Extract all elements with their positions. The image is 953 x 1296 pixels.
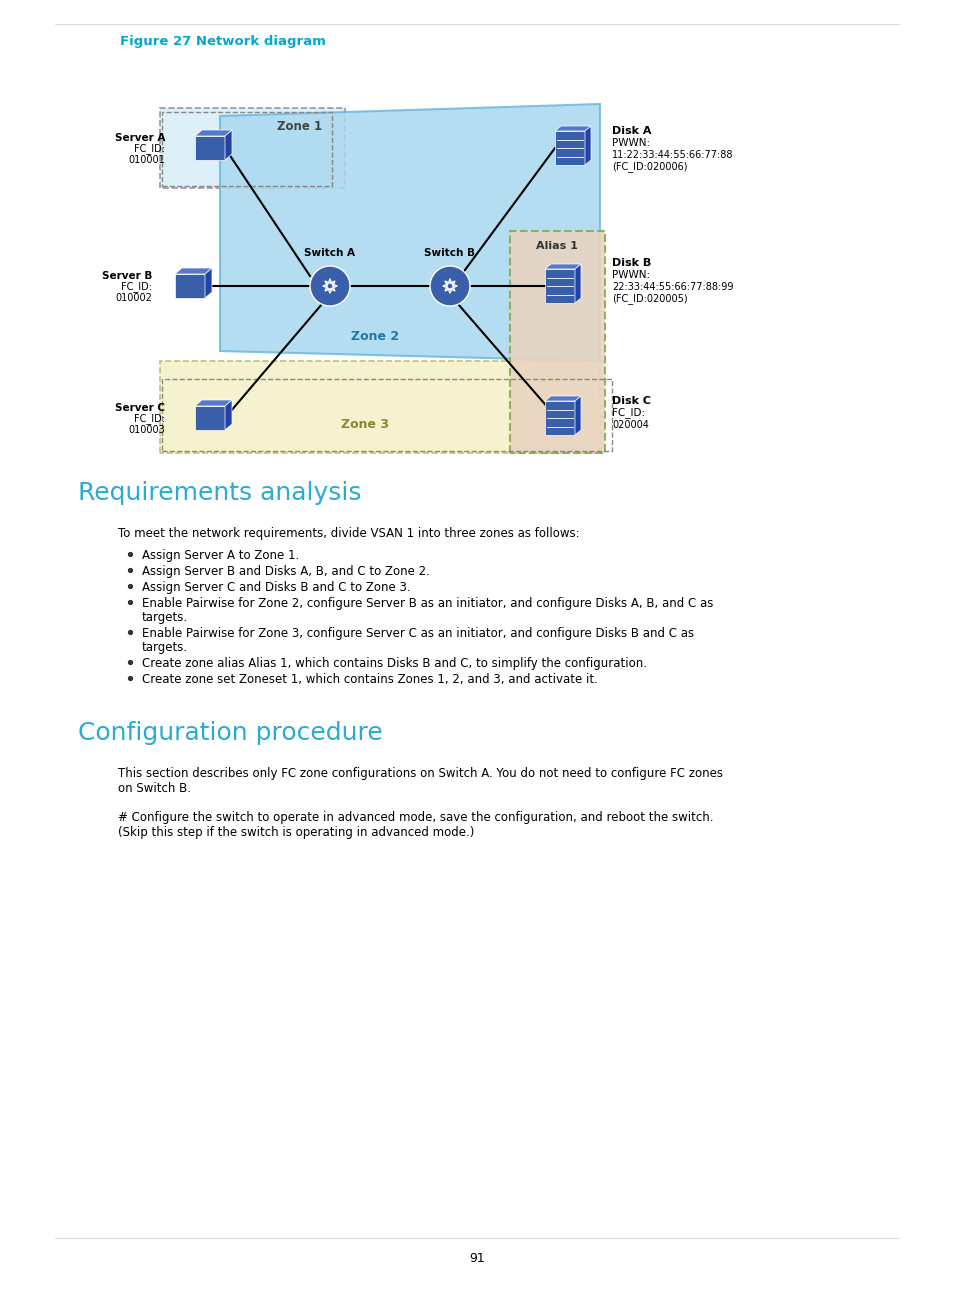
Text: (Skip this step if the switch is operating in advanced mode.): (Skip this step if the switch is operati… [118, 826, 474, 839]
Circle shape [310, 266, 350, 306]
Text: Disk B: Disk B [612, 258, 651, 268]
Polygon shape [194, 400, 232, 406]
Text: 020004: 020004 [612, 420, 648, 430]
Text: Assign Server C and Disks B and C to Zone 3.: Assign Server C and Disks B and C to Zon… [142, 581, 410, 594]
Polygon shape [510, 231, 604, 454]
FancyBboxPatch shape [194, 136, 225, 159]
Text: Figure 27 Network diagram: Figure 27 Network diagram [120, 35, 326, 48]
Text: Enable Pairwise for Zone 3, configure Server C as an initiator, and configure Di: Enable Pairwise for Zone 3, configure Se… [142, 627, 694, 640]
FancyBboxPatch shape [544, 270, 575, 303]
Polygon shape [584, 126, 590, 165]
Polygon shape [225, 400, 232, 430]
Polygon shape [225, 130, 232, 159]
Text: # Configure the switch to operate in advanced mode, save the configuration, and : # Configure the switch to operate in adv… [118, 811, 713, 824]
Text: Configuration procedure: Configuration procedure [78, 721, 382, 745]
Text: Assign Server A to Zone 1.: Assign Server A to Zone 1. [142, 550, 299, 562]
Polygon shape [205, 268, 212, 298]
Text: Create zone alias Alias 1, which contains Disks B and C, to simplify the configu: Create zone alias Alias 1, which contain… [142, 657, 646, 670]
Text: Disk C: Disk C [612, 397, 650, 406]
Polygon shape [544, 397, 580, 400]
Text: (FC_ID:020006): (FC_ID:020006) [612, 162, 687, 172]
Text: Switch B: Switch B [424, 248, 475, 258]
Polygon shape [220, 104, 599, 362]
Text: FC_ID:: FC_ID: [133, 144, 165, 154]
Polygon shape [194, 130, 232, 136]
Text: Server B: Server B [102, 271, 152, 281]
FancyBboxPatch shape [544, 400, 575, 435]
Text: FC_ID:: FC_ID: [121, 281, 152, 293]
Text: targets.: targets. [142, 642, 188, 654]
Circle shape [430, 266, 470, 306]
Text: Assign Server B and Disks A, B, and C to Zone 2.: Assign Server B and Disks A, B, and C to… [142, 565, 430, 578]
Text: To meet the network requirements, divide VSAN 1 into three zones as follows:: To meet the network requirements, divide… [118, 527, 579, 540]
Text: targets.: targets. [142, 610, 188, 623]
Text: Server C: Server C [115, 403, 165, 413]
Text: 010001: 010001 [128, 156, 165, 165]
Text: 91: 91 [469, 1252, 484, 1265]
Text: Zone 3: Zone 3 [340, 417, 389, 430]
Text: 010002: 010002 [115, 293, 152, 303]
FancyBboxPatch shape [174, 273, 205, 298]
Polygon shape [160, 108, 345, 188]
Text: FC_ID:: FC_ID: [612, 407, 644, 419]
Text: Zone 1: Zone 1 [277, 119, 322, 132]
FancyBboxPatch shape [194, 406, 225, 430]
Text: FC_ID:: FC_ID: [133, 413, 165, 425]
Polygon shape [160, 362, 599, 454]
Text: This section describes only FC zone configurations on Switch A. You do not need : This section describes only FC zone conf… [118, 767, 722, 780]
Polygon shape [174, 268, 212, 273]
Text: Create zone set Zoneset 1, which contains Zones 1, 2, and 3, and activate it.: Create zone set Zoneset 1, which contain… [142, 673, 598, 686]
Text: Zone 2: Zone 2 [351, 329, 398, 342]
Polygon shape [575, 397, 580, 435]
Polygon shape [555, 126, 590, 131]
Polygon shape [544, 264, 580, 270]
Text: Enable Pairwise for Zone 2, configure Server B as an initiator, and configure Di: Enable Pairwise for Zone 2, configure Se… [142, 597, 713, 610]
FancyBboxPatch shape [555, 131, 584, 165]
Text: Requirements analysis: Requirements analysis [78, 481, 361, 505]
Text: 22:33:44:55:66:77:88:99: 22:33:44:55:66:77:88:99 [612, 283, 733, 292]
Text: PWWN:: PWWN: [612, 270, 649, 280]
Text: PWWN:: PWWN: [612, 137, 649, 148]
Text: Disk A: Disk A [612, 126, 651, 136]
Text: on Switch B.: on Switch B. [118, 781, 191, 794]
Text: 010003: 010003 [128, 425, 165, 435]
Polygon shape [575, 264, 580, 303]
Text: 11:22:33:44:55:66:77:88: 11:22:33:44:55:66:77:88 [612, 150, 733, 159]
Text: Server A: Server A [114, 133, 165, 143]
Text: (FC_ID:020005): (FC_ID:020005) [612, 294, 687, 305]
Text: Switch A: Switch A [304, 248, 355, 258]
Text: Alias 1: Alias 1 [536, 241, 578, 251]
